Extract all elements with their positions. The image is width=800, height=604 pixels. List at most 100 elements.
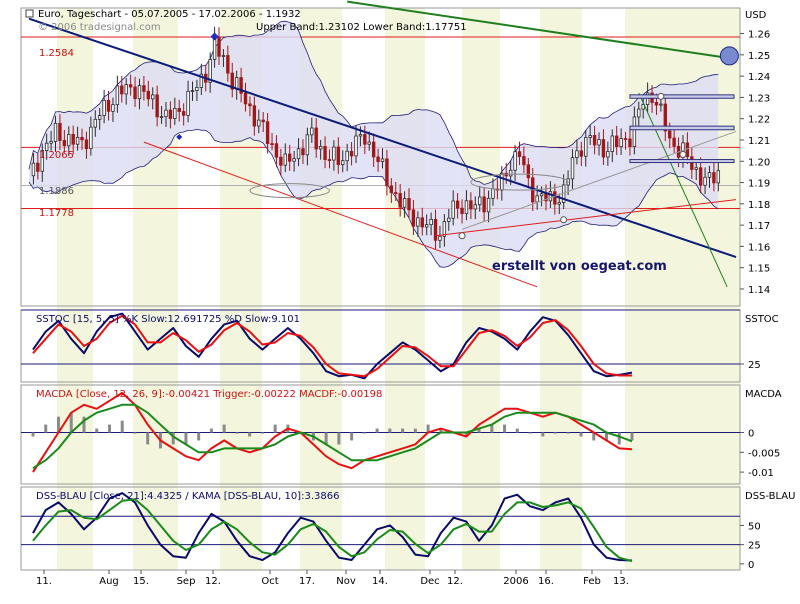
axes: 1.14 1.15 1.16 1.17 1.18 1.19 1.20 1.21 1.22 1.23…	[36, 30, 780, 587]
macd-histogram-bar	[31, 432, 35, 437]
background-band	[540, 8, 582, 570]
macd-histogram-bar	[69, 412, 73, 433]
price-candle-body	[385, 158, 389, 187]
price-candle-body	[301, 148, 305, 156]
price-ellipse	[470, 173, 569, 191]
price-candle-body	[358, 134, 363, 137]
price-tick-label: 1.16	[748, 242, 770, 253]
panel-frame-price	[20, 7, 741, 307]
price-candle-body	[53, 122, 58, 142]
macd-histogram-bar	[566, 432, 570, 434]
x-tick-label: 13.	[613, 576, 629, 587]
price-candle-body	[371, 141, 376, 158]
x-tick-label: Sep	[177, 576, 196, 587]
price-candle-body	[159, 116, 164, 119]
price-candle-body	[155, 94, 159, 118]
price-candle-body	[632, 116, 637, 148]
price-candle-body	[513, 151, 517, 171]
price-candle-body	[584, 137, 588, 157]
x-tick-label: 15.	[133, 576, 149, 587]
price-tick-label: 1.22	[748, 115, 770, 126]
sub-tick-label: 25	[748, 360, 761, 371]
price-candle-body	[279, 156, 283, 166]
price-candle-body	[539, 193, 544, 197]
bollinger-lower	[28, 128, 719, 268]
price-candle-body	[707, 172, 712, 178]
series-line-dss-blau	[32, 492, 633, 562]
macd-histogram-bar	[44, 424, 48, 433]
price-candle-body	[433, 218, 438, 241]
price-candle-body	[164, 109, 168, 118]
price-candle-body	[557, 202, 561, 205]
price-candle-body	[128, 84, 133, 88]
macd-histogram-bar	[426, 424, 430, 433]
price-candle-body	[332, 146, 336, 161]
level-label-3: 1.1886	[39, 186, 74, 197]
macd-histogram-bar	[273, 424, 277, 433]
price-candle-body	[575, 150, 579, 159]
price-candle-body	[601, 139, 606, 158]
price-candle-body	[659, 103, 663, 106]
macda-axis-label: MACDA	[745, 389, 782, 400]
price-candle-body	[36, 162, 40, 172]
x-tick-label: Aug	[99, 576, 119, 587]
x-tick-label: Feb	[583, 576, 601, 587]
price-candle-body	[690, 156, 694, 170]
price-candle-body	[349, 150, 354, 157]
price-candle-body	[314, 127, 318, 150]
price-candle-body	[40, 150, 44, 172]
x-tick-label: 11.	[36, 576, 52, 587]
sub-tick-label: 50	[748, 521, 761, 532]
sstoc-panel	[21, 309, 740, 380]
macd-histogram-bar	[209, 428, 213, 433]
bands-text: Upper Band:1.23102 Lower Band:1.17751	[256, 22, 467, 33]
macd-histogram-bar	[554, 432, 558, 434]
price-candle-body	[327, 159, 332, 161]
currency-label: USD	[745, 10, 767, 21]
price-candle-body	[420, 217, 424, 228]
x-tick-label: 17.	[299, 576, 315, 587]
macda-panel	[21, 391, 740, 473]
price-tick-label: 1.17	[748, 221, 770, 232]
sstoc-title: SSTOC [15, 5, 5] %K Slow:12.691725 %D Sl…	[36, 314, 300, 325]
price-candle-body	[274, 143, 279, 158]
price-candle-body	[248, 103, 252, 107]
dss-axis-label: DSS-BLAU	[745, 491, 795, 502]
toggle-icon[interactable]	[25, 9, 34, 18]
peak-diamond-marker	[210, 32, 219, 41]
pivot-circle-marker	[458, 232, 466, 240]
price-candle-body	[31, 162, 36, 177]
price-candle-body	[363, 134, 367, 145]
pivot-circle-marker	[679, 150, 687, 158]
macd-histogram-bar	[413, 428, 417, 433]
price-candle-body	[93, 118, 97, 128]
macd-histogram-bar	[107, 424, 111, 433]
macd-histogram-bar	[120, 420, 124, 433]
series-line--k-slow	[32, 312, 633, 380]
macd-histogram-bar	[324, 432, 328, 445]
macd-histogram-bar	[95, 428, 99, 433]
x-tick-label: Dec	[420, 576, 439, 587]
price-candle-body	[75, 136, 80, 145]
macd-histogram-bar	[605, 432, 609, 441]
price-candle-body	[305, 134, 310, 156]
macd-histogram-bar	[503, 424, 507, 433]
price-candle-body	[177, 107, 181, 112]
price-candle-body	[221, 55, 226, 57]
price-candle-body	[168, 109, 173, 119]
macd-histogram-bar	[133, 432, 137, 434]
price-candle-body	[380, 158, 385, 162]
price-candle-body	[261, 119, 265, 123]
price-candle-body	[588, 135, 592, 138]
x-tick-label: Oct	[261, 576, 278, 587]
author-annotation: erstellt von oegeat.com	[492, 259, 667, 274]
macd-histogram-bar	[630, 432, 634, 441]
price-candle-body	[80, 136, 84, 141]
macd-histogram-bar	[439, 428, 443, 433]
price-candle-body	[389, 185, 394, 193]
price-candle-body	[623, 138, 628, 140]
macd-histogram-bar	[592, 432, 596, 441]
price-candle-body	[89, 126, 93, 150]
price-candle-body	[208, 59, 212, 83]
macd-histogram-bar	[375, 428, 379, 433]
